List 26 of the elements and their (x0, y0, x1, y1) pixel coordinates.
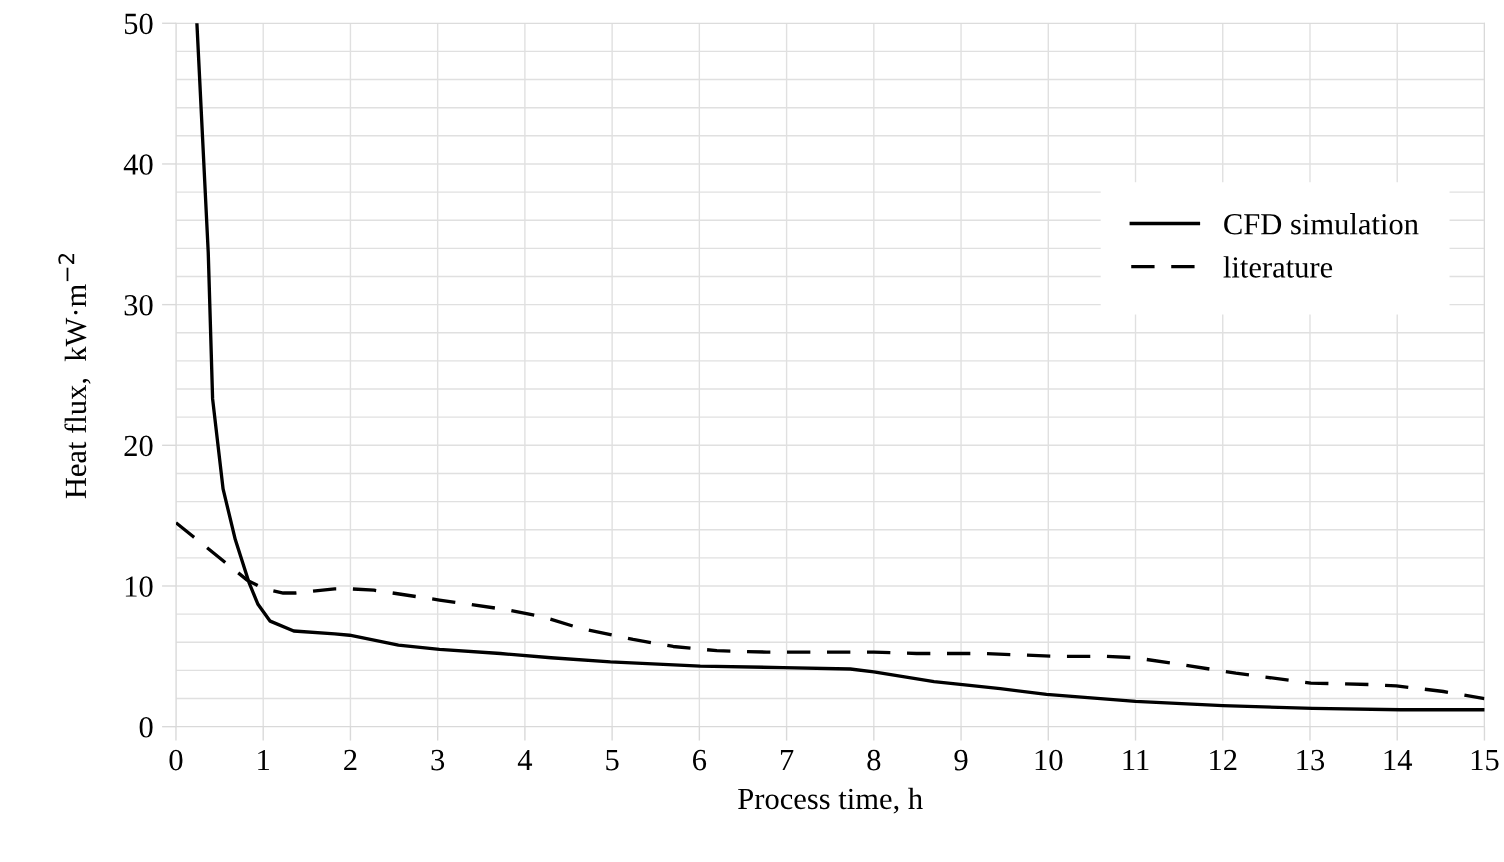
y-tick-label: 30 (124, 294, 153, 316)
legend-label: literature (1223, 256, 1333, 278)
x-tick-label: 13 (1297, 749, 1325, 771)
x-tick-label: 14 (1384, 749, 1413, 771)
x-tick-label: 5 (606, 750, 619, 771)
x-tick-label: 6 (693, 749, 707, 771)
x-tick-label: 15 (1471, 749, 1499, 771)
x-tick-label: 0 (169, 749, 183, 771)
x-tick-label: 12 (1210, 749, 1237, 771)
x-tick-label: 1 (258, 749, 270, 771)
y-tick-label: 40 (123, 154, 153, 175)
x-tick-label: 11 (1123, 749, 1149, 771)
y-tick-label: 50 (124, 13, 153, 35)
y-axis-title: Heat flux, kW·m$^{−2}$ (58, 253, 91, 499)
x-tick-label: 2 (344, 749, 357, 771)
x-tick-label: 4 (517, 749, 533, 771)
legend-label: CFD simulation (1224, 213, 1419, 235)
x-axis-title: Process time, h (738, 787, 923, 814)
x-tick-label: 8 (867, 749, 881, 771)
x-tick-label: 3 (431, 749, 445, 771)
x-tick-label: 9 (954, 749, 968, 771)
x-tick-label: 10 (1035, 749, 1063, 771)
y-tick-label: 0 (139, 716, 153, 738)
y-tick-label: 10 (125, 576, 153, 597)
x-tick-label: 7 (780, 750, 794, 771)
y-tick-label: 20 (124, 435, 153, 457)
